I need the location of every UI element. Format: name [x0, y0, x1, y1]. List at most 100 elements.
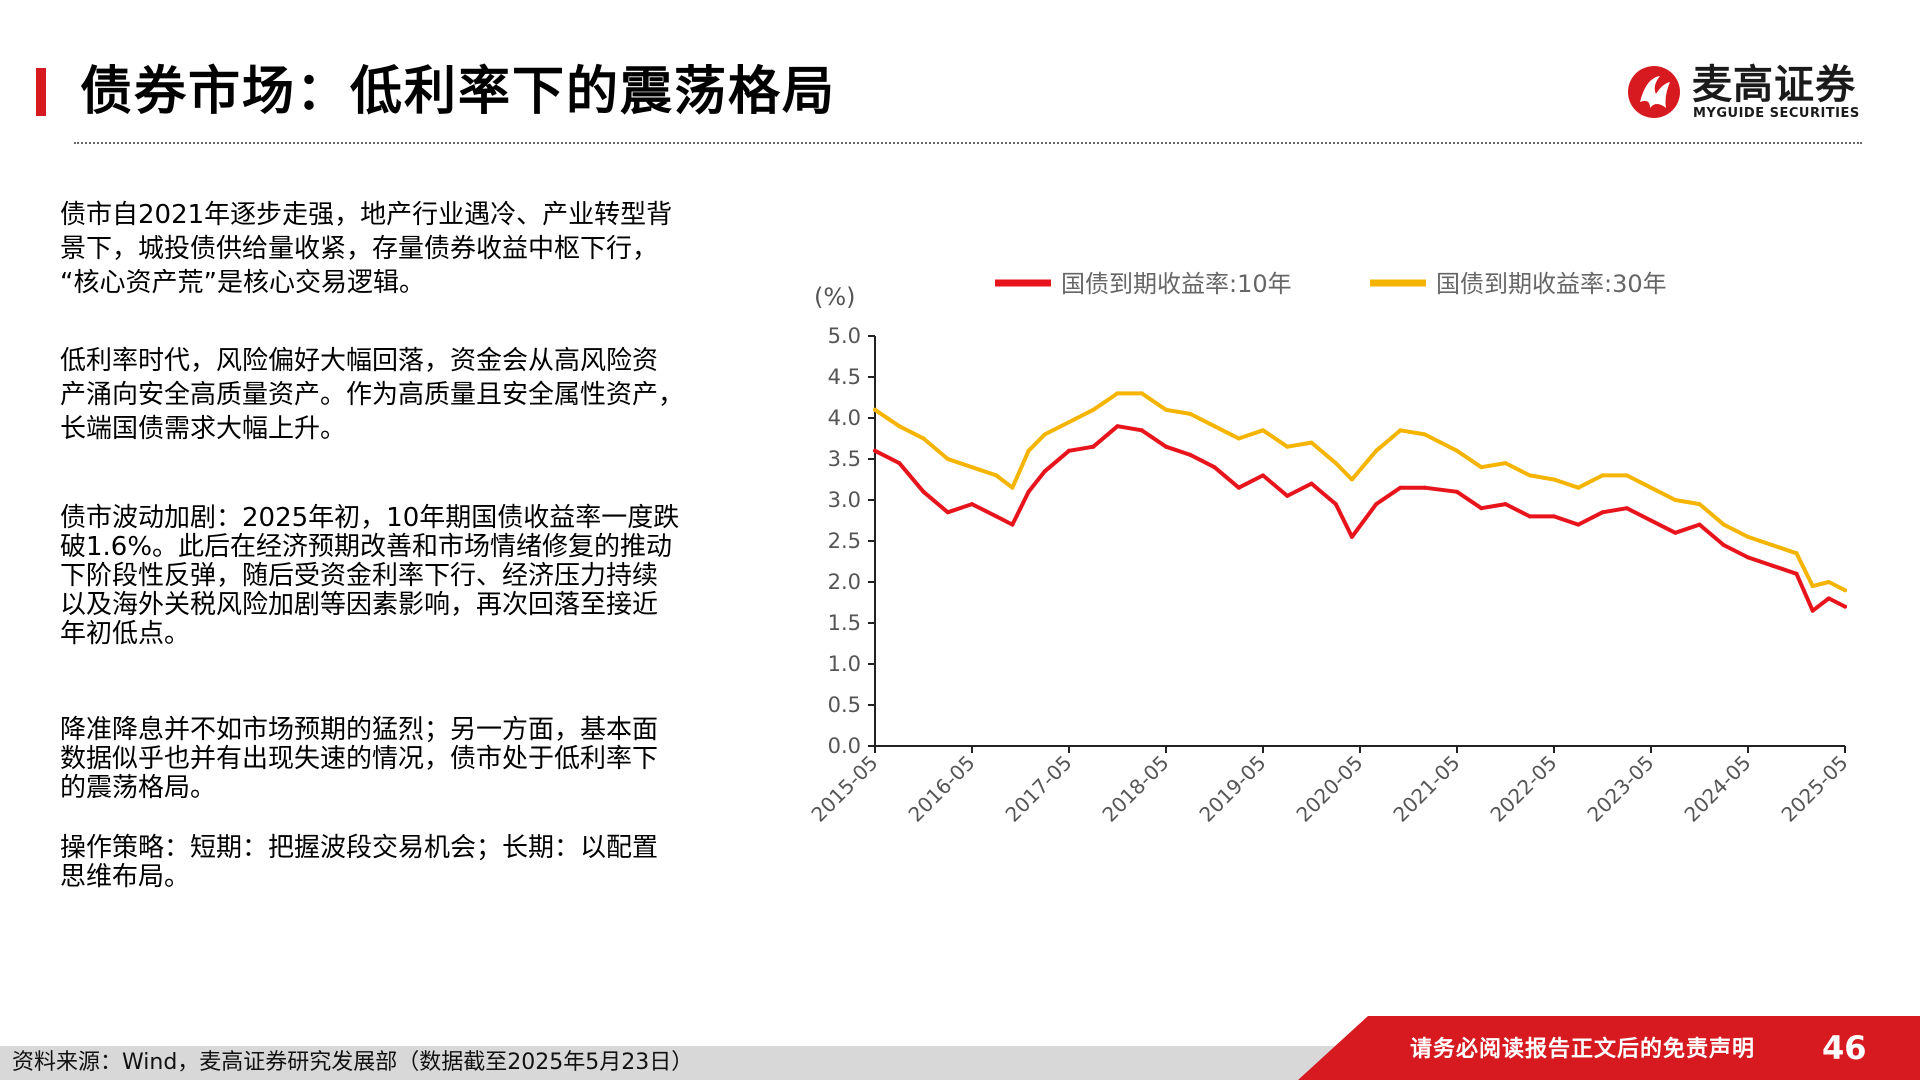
- data-point: [1455, 489, 1459, 494]
- x-tick-label: 2019-05: [1194, 751, 1270, 827]
- page-number: 46: [1822, 1029, 1867, 1067]
- data-point: [1422, 432, 1427, 437]
- data-point: [897, 424, 902, 429]
- y-tick-label: 0.5: [828, 693, 861, 717]
- data-point: [1479, 465, 1484, 470]
- data-point: [1398, 428, 1403, 433]
- y-tick-label: 2.0: [828, 570, 861, 594]
- data-point: [1746, 555, 1750, 560]
- data-point: [1552, 514, 1556, 519]
- data-point: [921, 489, 926, 494]
- legend-label: 国债到期收益率:30年: [1436, 270, 1667, 298]
- data-point: [1010, 485, 1015, 490]
- data-point: [1091, 407, 1096, 412]
- data-point: [1139, 428, 1144, 433]
- data-point: [1115, 391, 1120, 396]
- y-tick-label: 4.0: [828, 406, 861, 430]
- data-point: [1770, 543, 1775, 548]
- data-point: [1236, 485, 1241, 490]
- y-tick-label: 4.5: [828, 365, 861, 389]
- page-title: 债券市场：低利率下的震荡格局: [80, 62, 837, 122]
- data-point: [1139, 391, 1144, 396]
- x-tick-label: 2020-05: [1291, 751, 1367, 827]
- data-point: [1843, 604, 1847, 609]
- data-point: [1285, 493, 1290, 498]
- y-tick-label: 5.0: [828, 324, 861, 348]
- x-tick-label: 2021-05: [1388, 751, 1464, 827]
- data-point: [970, 465, 974, 470]
- data-point: [1010, 522, 1015, 527]
- x-tick-label: 2024-05: [1679, 751, 1755, 827]
- series-line: [873, 424, 1847, 613]
- y-tick-label: 2.5: [828, 529, 861, 553]
- data-point: [1042, 469, 1047, 474]
- header-divider: [74, 142, 1862, 144]
- x-tick-label: 2018-05: [1097, 751, 1173, 827]
- data-point: [1455, 448, 1459, 453]
- x-tick-label: 2015-05: [806, 751, 882, 827]
- data-point: [1600, 510, 1605, 515]
- x-tick-label: 2025-05: [1776, 751, 1852, 827]
- footer-red-band: [1298, 1016, 1920, 1080]
- x-tick-label: 2023-05: [1582, 751, 1658, 827]
- data-point: [873, 448, 877, 453]
- data-point: [1261, 473, 1265, 478]
- data-point: [1673, 498, 1678, 502]
- data-point: [945, 457, 950, 461]
- data-point: [1826, 580, 1831, 584]
- paragraph-1: 债市自2021年逐步走强，地产行业遇冷、产业转型背 景下，城投债供给量收紧，存量…: [60, 200, 673, 298]
- data-point: [1770, 563, 1775, 568]
- data-point: [1843, 588, 1847, 593]
- data-point: [897, 461, 902, 466]
- data-point: [1794, 571, 1799, 576]
- data-point: [1697, 522, 1702, 527]
- data-point: [1624, 506, 1629, 511]
- data-point: [1721, 522, 1726, 527]
- y-tick-label: 1.0: [828, 652, 861, 676]
- data-point: [1503, 461, 1508, 466]
- data-point: [1503, 502, 1508, 507]
- data-point: [1649, 485, 1653, 490]
- data-point: [1212, 424, 1217, 429]
- data-point: [970, 502, 974, 507]
- data-point: [1479, 506, 1484, 511]
- data-point: [1673, 530, 1678, 535]
- y-axis-unit-label: (%): [814, 283, 856, 311]
- data-point: [1794, 551, 1799, 556]
- data-point: [994, 473, 999, 478]
- data-point: [1285, 444, 1290, 449]
- data-point: [1188, 411, 1193, 416]
- chart-series: [873, 391, 1847, 613]
- data-point: [1333, 461, 1338, 466]
- data-point: [1721, 543, 1726, 548]
- legend-label: 国债到期收益率:10年: [1061, 270, 1292, 298]
- data-point: [1527, 473, 1532, 478]
- data-point: [1309, 440, 1314, 445]
- logo-english-name: MYGUIDE SECURITIES: [1693, 106, 1860, 121]
- bond-yield-chart: 国债到期收益率:10年 国债到期收益率:30年 (%) 0.0 0.5 1.0 1.5 2…: [806, 270, 1852, 827]
- data-point: [1349, 477, 1354, 482]
- data-point: [921, 436, 926, 441]
- data-point: [994, 514, 999, 519]
- data-point: [1164, 407, 1168, 412]
- data-point: [1042, 432, 1047, 437]
- data-point: [1309, 481, 1314, 486]
- data-point: [1600, 473, 1605, 478]
- x-tick-label: 2016-05: [903, 751, 979, 827]
- data-point: [1164, 444, 1168, 449]
- paragraph-2: 低利率时代，风险偏好大幅回落，资金会从高风险资 产涌向安全高质量资产。作为高质量…: [60, 346, 685, 444]
- title-accent-bar: [36, 68, 46, 116]
- y-tick-label: 3.0: [828, 488, 861, 512]
- data-point: [1810, 584, 1815, 589]
- data-point: [1349, 534, 1354, 539]
- data-point: [873, 407, 877, 412]
- data-point: [1026, 489, 1031, 494]
- data-point: [1552, 477, 1556, 482]
- data-point: [1067, 420, 1071, 425]
- data-point: [1826, 596, 1831, 601]
- y-tick-label: 0.0: [828, 734, 861, 758]
- data-point: [1810, 608, 1815, 613]
- data-point: [1649, 518, 1653, 523]
- data-point: [1527, 514, 1532, 519]
- y-tick-label: 3.5: [828, 447, 861, 471]
